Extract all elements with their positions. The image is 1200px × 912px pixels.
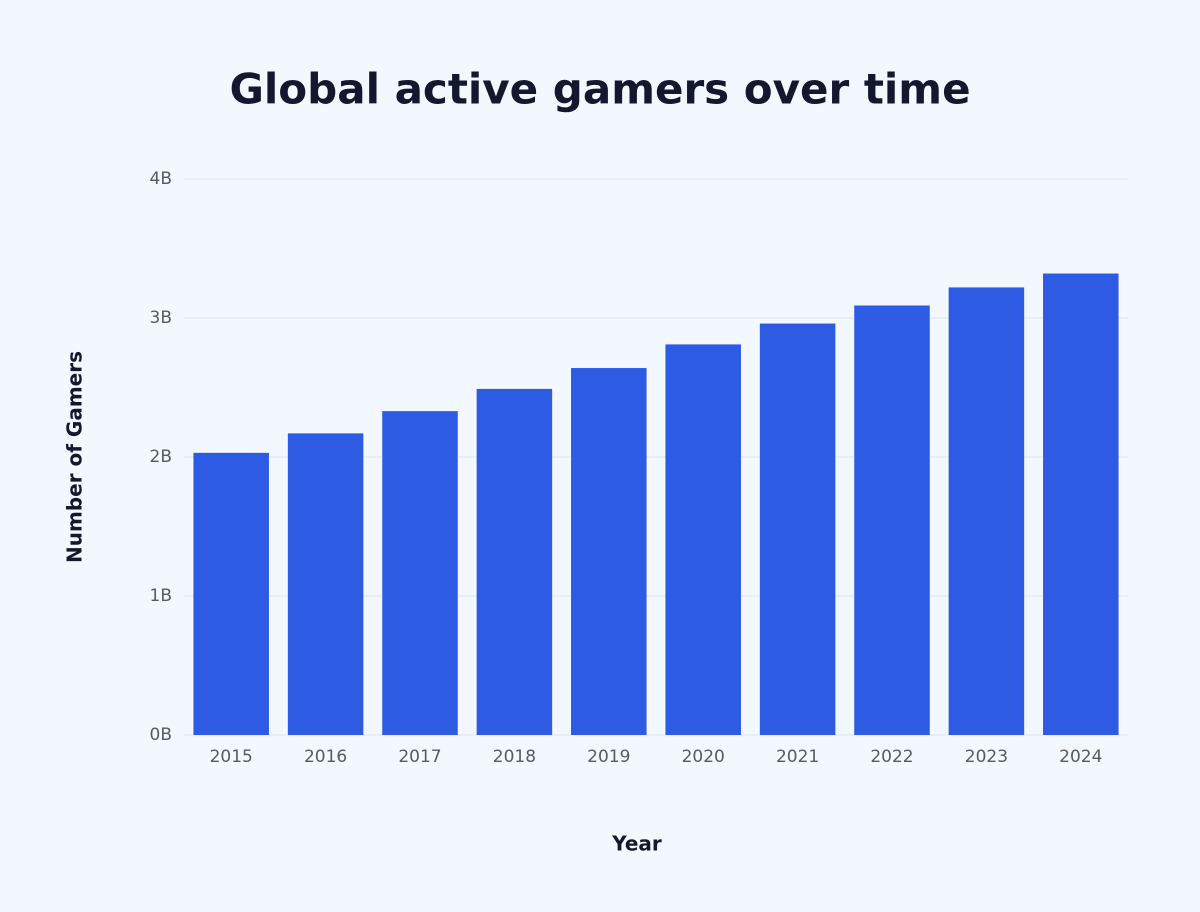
bar — [948, 287, 1025, 735]
x-tick-label: 2019 — [587, 747, 630, 767]
y-tick-label: 2B — [150, 447, 172, 467]
y-tick-label: 4B — [150, 169, 172, 189]
x-tick-label: 2021 — [776, 747, 819, 767]
bar — [759, 323, 836, 735]
bar — [287, 433, 364, 735]
bar — [1043, 273, 1119, 735]
bar — [571, 368, 647, 735]
y-tick-label: 1B — [150, 586, 172, 606]
y-tick-label: 3B — [150, 308, 172, 328]
bar — [665, 344, 741, 735]
bar — [854, 305, 930, 735]
x-tick-label: 2020 — [682, 747, 725, 767]
chart-title: Global active gamers over time — [229, 65, 970, 114]
bar — [476, 388, 553, 735]
x-axis-label: Year — [611, 832, 662, 856]
x-tick-label: 2016 — [304, 747, 347, 767]
x-tick-label: 2024 — [1059, 747, 1102, 767]
x-tick-label: 2017 — [398, 747, 441, 767]
x-tick-label: 2015 — [210, 747, 253, 767]
bar — [382, 411, 458, 735]
bar — [193, 452, 269, 735]
x-tick-label: 2018 — [493, 747, 536, 767]
y-tick-label: 0B — [150, 725, 172, 745]
x-tick-label: 2022 — [870, 747, 913, 767]
y-axis-label: Number of Gamers — [63, 351, 87, 563]
x-tick-label: 2023 — [965, 747, 1008, 767]
